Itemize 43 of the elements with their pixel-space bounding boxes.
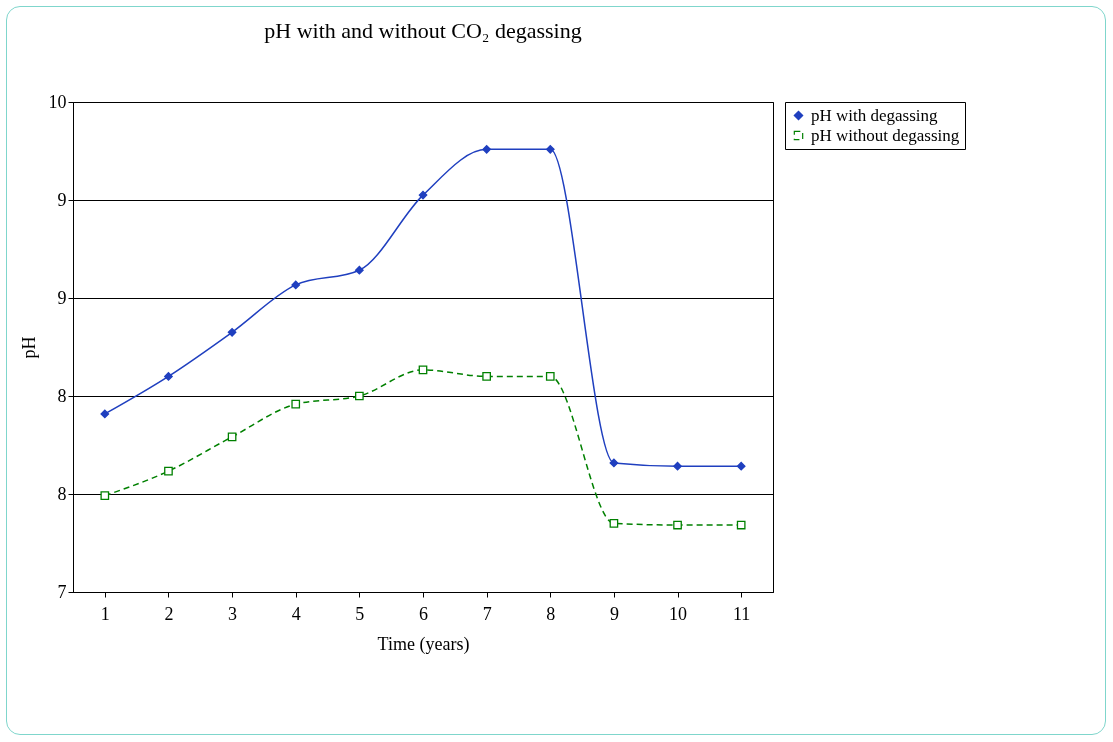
x-tick-label: 7: [482, 603, 492, 624]
point: [227, 432, 237, 442]
y-axis-title: pH: [18, 336, 39, 359]
y-tick-label: 9: [57, 287, 67, 308]
x-tick-label: 5: [355, 603, 365, 624]
x-tick-label: 6: [419, 603, 428, 624]
x-tick-label: 10: [669, 603, 688, 624]
point: [482, 145, 491, 154]
point: [418, 190, 428, 200]
x-tick-label: 11: [733, 603, 751, 624]
point: [100, 409, 110, 419]
point: [291, 280, 301, 290]
y-tick-label: 9: [57, 189, 67, 210]
y-tick-label: 10: [48, 91, 67, 112]
point: [673, 520, 682, 530]
x-tick-label: 1: [100, 603, 110, 624]
legend-label: pH with degassing: [811, 105, 939, 125]
chart-title: pH with and without CO₂ degassing: [264, 18, 582, 43]
y-tick-label: 7: [57, 581, 67, 602]
point: [164, 466, 173, 476]
legend-label: pH without degassing: [811, 125, 960, 145]
x-tick-label: 3: [228, 603, 238, 624]
point: [291, 399, 301, 409]
point: [609, 458, 619, 468]
point: [164, 372, 173, 381]
point: [355, 265, 364, 275]
x-tick-label: 2: [164, 603, 174, 624]
point: [545, 372, 555, 381]
point: [673, 461, 682, 471]
y-tick-label: 8: [57, 385, 67, 406]
x-tick-label: 9: [609, 603, 619, 624]
point: [227, 327, 237, 337]
x-tick-label: 4: [291, 603, 301, 624]
point: [100, 491, 110, 500]
y-tick-label: 8: [57, 483, 67, 504]
point: [545, 145, 555, 154]
point: [482, 372, 491, 381]
point: [609, 519, 619, 528]
x-axis-title: Time (years): [377, 633, 470, 655]
point: [736, 461, 746, 471]
x-tick-label: 8: [546, 603, 556, 624]
point: [355, 391, 364, 401]
point: [736, 520, 746, 530]
